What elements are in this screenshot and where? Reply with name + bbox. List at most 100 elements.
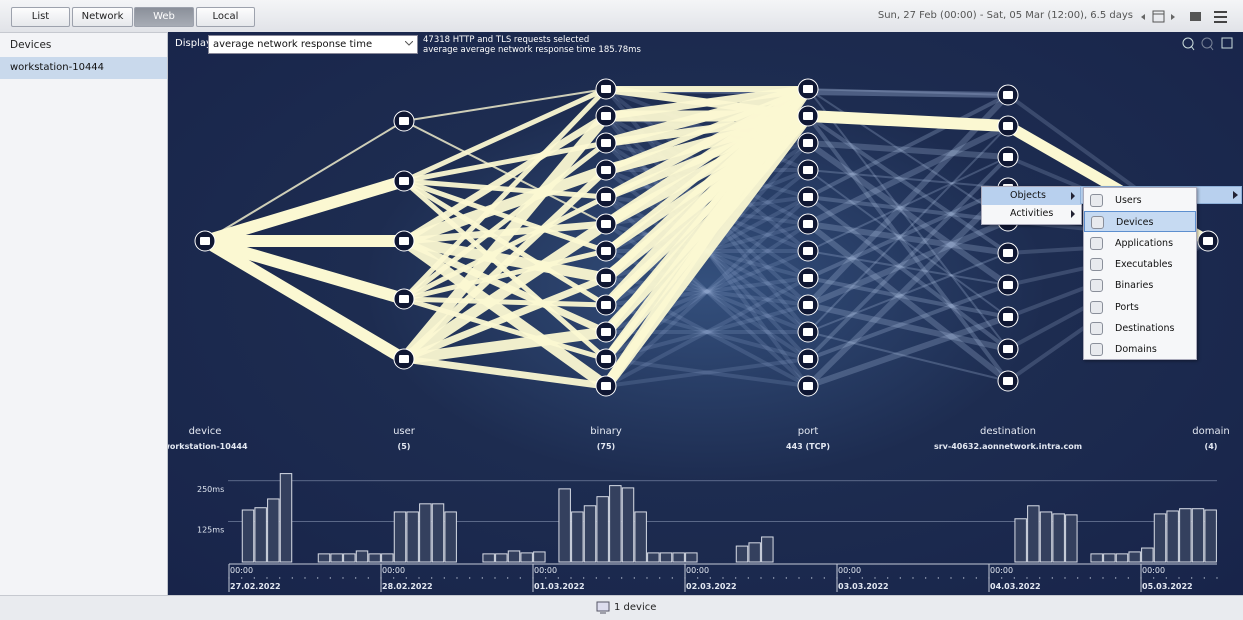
x-minor-tick [823,577,826,579]
edge [398,218,612,365]
node-icon [601,301,611,309]
edge [807,169,1009,318]
edge [806,114,1010,383]
x-minor-tick [304,577,306,579]
menu-item[interactable]: Activities [982,205,1081,223]
bar [520,552,533,563]
submenu-item[interactable]: Ports [1084,297,1196,318]
node-icon [1003,281,1013,289]
edge [401,178,609,254]
x-tick-time: 00:00 [382,566,405,575]
edge [401,178,609,200]
info-line: 47318 HTTP and TLS requests selected [423,35,590,45]
x-minor-tick [1102,577,1104,579]
x-minor-tick [494,577,496,579]
x-tick-label: 05.03.2022 [1142,582,1193,591]
info-line: average average network response time 18… [423,45,641,55]
x-minor-tick [810,577,813,579]
submenu-icon [1090,300,1103,314]
edge [807,125,1009,333]
submenu-item[interactable]: Binaries [1084,275,1196,296]
menu-item[interactable]: Objects [982,187,1081,205]
bar [254,507,267,563]
x-minor-tick [253,577,256,579]
x-minor-tick [557,577,560,579]
x-minor-tick [1013,577,1016,579]
node-icon [601,355,611,363]
edge [807,250,1009,286]
tab-button[interactable]: Local [196,7,255,27]
x-tick-time: 00:00 [534,566,557,575]
edge [805,185,1011,389]
node-icon [1003,91,1013,99]
edge [403,120,607,225]
sidebar-item[interactable]: workstation-10444 [0,57,167,79]
bar [761,536,774,563]
edge [807,331,1009,382]
bar [1052,513,1065,563]
date-range[interactable]: Sun, 27 Feb (00:00) - Sat, 05 Mar (12:00… [877,10,1133,21]
x-minor-tick [937,577,940,579]
x-minor-tick [633,577,636,579]
tab-button[interactable]: Network [72,7,133,27]
x-minor-tick [1152,577,1155,579]
submenu-item[interactable]: Applications [1084,233,1196,254]
node-icon [803,355,813,363]
x-minor-tick [861,577,864,579]
x-minor-tick [1127,577,1130,579]
submenu-label: Devices [1116,217,1154,229]
edge [806,195,1010,223]
x-minor-tick [570,577,572,579]
edge [604,195,810,388]
x-minor-tick [418,577,420,579]
x-minor-tick [848,577,851,579]
x-minor-tick [950,577,952,579]
display-select[interactable]: average network response time [208,35,418,54]
edge [403,88,607,122]
x-minor-tick [316,577,319,579]
column-title: user [393,426,416,437]
submenu-item[interactable]: Destinations [1084,318,1196,339]
edge [807,88,1009,350]
node-icon [803,274,813,282]
x-minor-tick [658,577,661,579]
bar [482,553,495,563]
x-minor-tick [899,577,902,579]
edge [401,86,609,184]
status-text: 1 device [614,602,657,613]
column-detail: (5) [398,442,411,451]
submenu-item[interactable]: Executables [1084,254,1196,275]
tab-button[interactable]: Web [134,7,194,27]
edge [398,326,612,365]
node-icon [601,85,611,93]
submenu-item[interactable]: Users [1084,190,1196,211]
edge [199,235,410,365]
sidebar: Devices workstation-10444 [0,33,168,595]
tab-button[interactable]: List [11,7,70,27]
submenu-item[interactable]: Devices [1084,211,1196,233]
edge [400,355,610,390]
y-tick-label: 250ms [197,485,224,494]
select-arrow [405,41,413,46]
edge [806,283,1010,361]
bar [1027,505,1040,563]
x-tick-label: 03.03.2022 [838,582,889,591]
x-tick-time: 00:00 [230,566,253,575]
submenu-item[interactable]: Domains [1084,339,1196,360]
zoom-controls[interactable] [1180,36,1240,52]
toolbar-icons [1141,10,1227,23]
x-tick-label: 04.03.2022 [990,582,1041,591]
submenu-icon [1090,236,1103,250]
bar [431,503,445,563]
submenu-icon [1091,216,1104,230]
x-minor-tick [962,577,965,579]
bar [1204,509,1217,563]
bar [533,551,546,563]
x-tick-time: 00:00 [1142,566,1165,575]
bar [343,553,356,563]
x-minor-tick [278,577,281,579]
node-icon [601,139,611,147]
y-tick-label: 125ms [197,525,224,534]
x-minor-tick [785,577,788,579]
x-minor-tick [266,577,268,579]
